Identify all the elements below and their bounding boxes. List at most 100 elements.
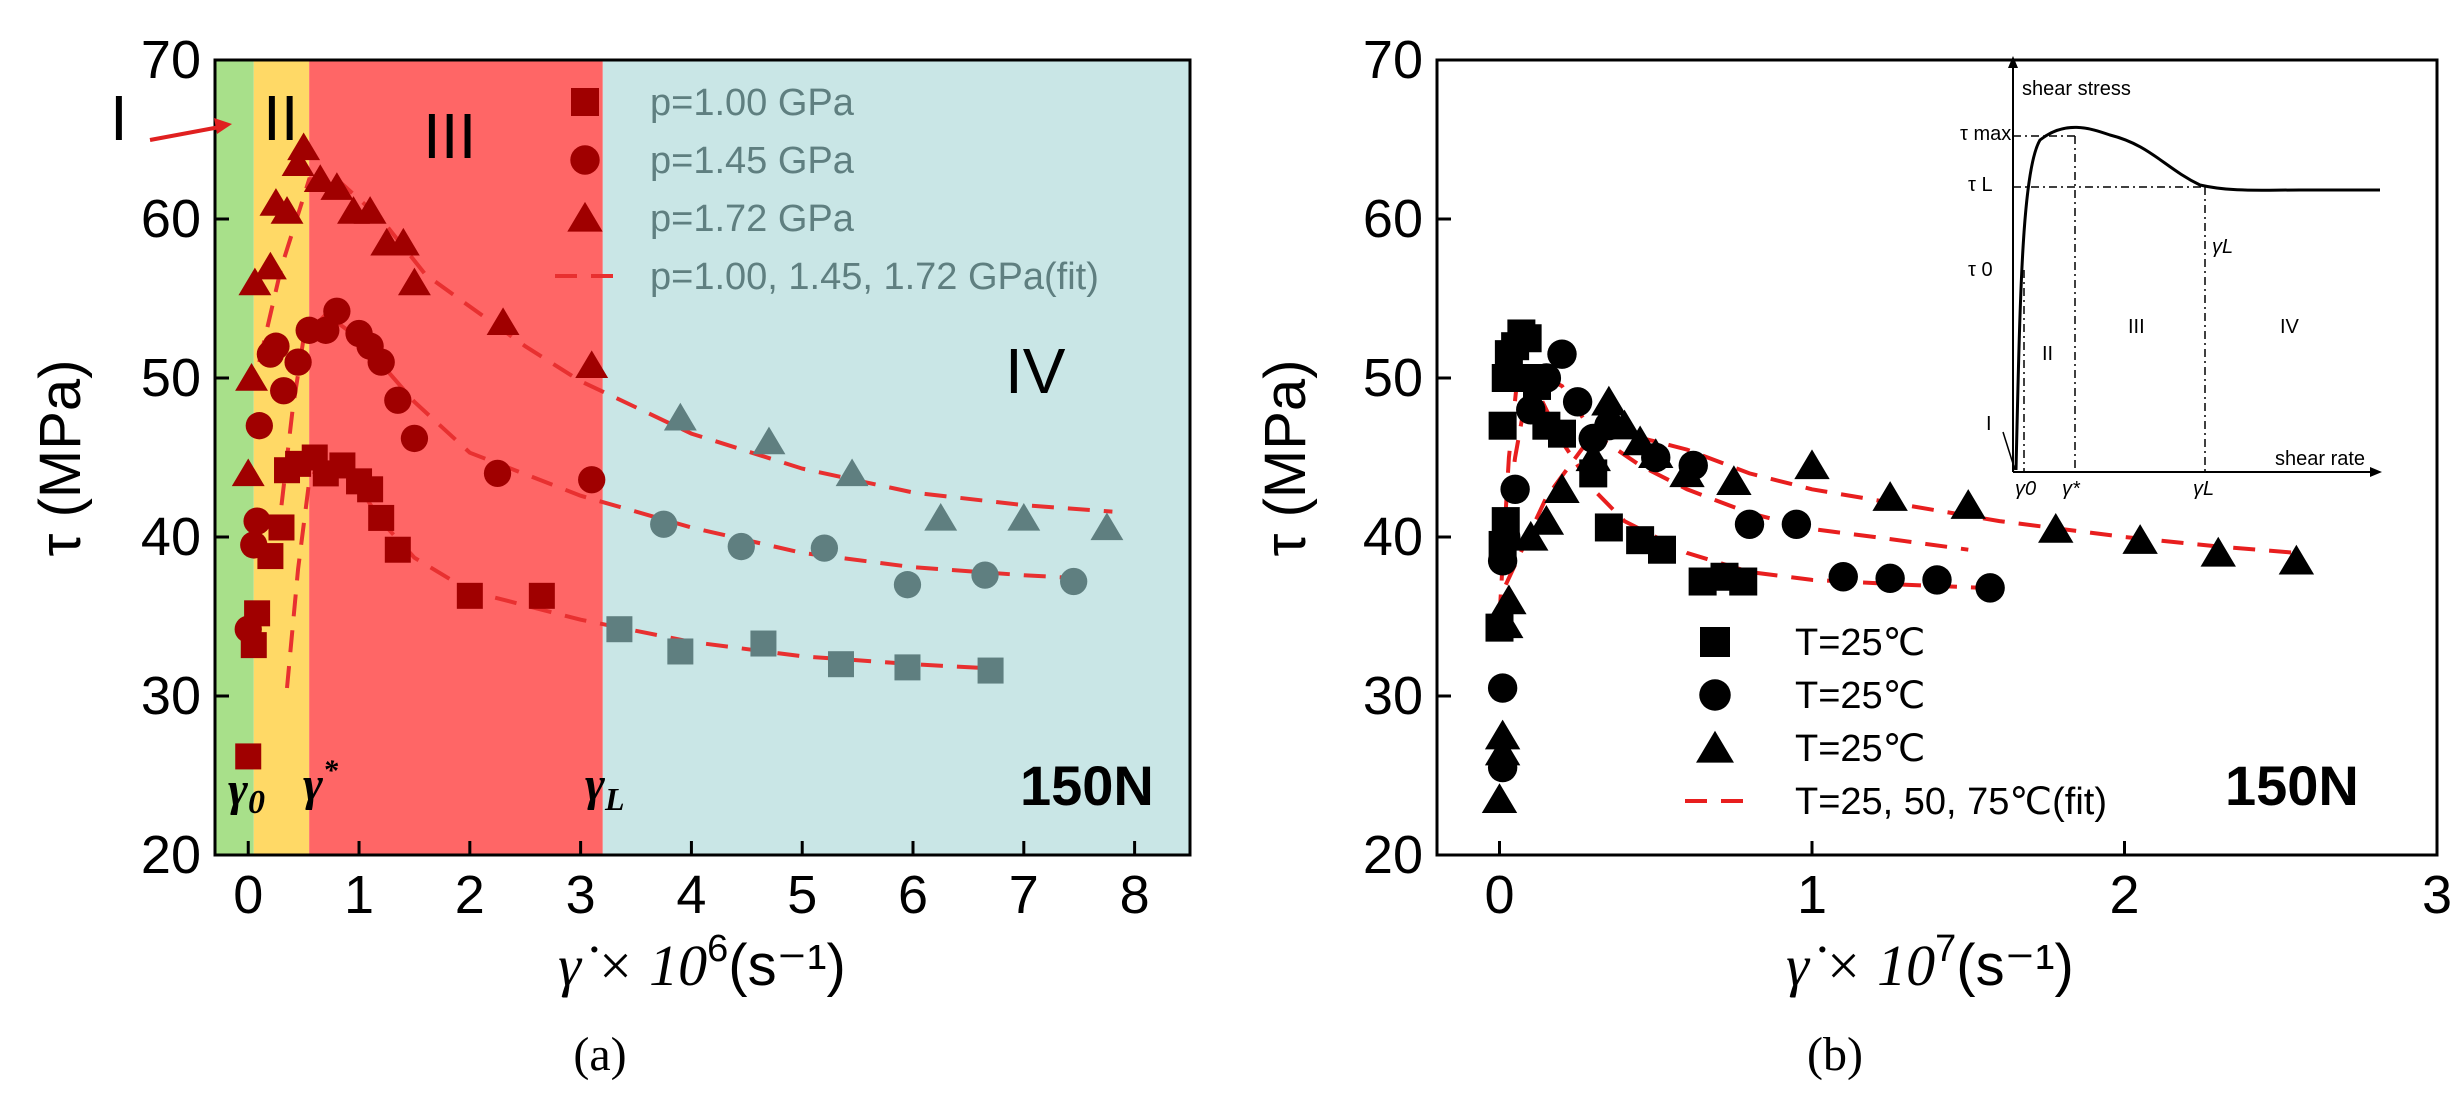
y-tick-label: 20 [1363,825,1423,885]
point-square-19 [750,630,777,657]
point-triangle-21 [924,502,958,531]
inset-tau-max-label: τ max [1960,123,2011,145]
point-circle-18 [1922,565,1952,595]
point-circle-21 [810,534,839,562]
fit-curve-2 [279,311,1080,581]
point-triangle-9 [1575,441,1611,472]
point-square-5 [268,514,295,541]
point-circle-1 [234,615,262,643]
point-triangle-2 [235,363,269,391]
plot-frame [1435,58,2439,857]
point-triangle-20 [835,458,869,487]
point-square-9 [1513,324,1542,353]
point-circle-9 [1562,387,1593,417]
point-triangle-14 [386,227,420,256]
point-square-17 [606,616,633,643]
point-square-20 [827,651,854,678]
point-square-5 [1491,364,1520,392]
y-tick-label: 50 [141,348,201,408]
point-triangle-16 [486,307,520,336]
point-circle-4 [245,412,273,440]
y-tick-label: 20 [141,825,201,885]
point-triangle-12 [1622,425,1658,456]
point-circle-6 [1516,395,1546,425]
point-triangle-9 [303,164,337,192]
y-tick-label: 70 [141,30,201,90]
point-triangle-7 [281,148,315,177]
point-triangle-19 [2038,512,2074,543]
arrow-head-icon [214,118,232,134]
x-tick-label: 5 [787,865,817,925]
point-square-13 [1548,419,1576,448]
inset-region-iv: IV [2280,316,2300,338]
y-tick-label: 50 [1363,348,1423,408]
y-tick-label: 40 [141,507,201,567]
point-circle-2 [1487,673,1518,703]
x-tick-label: 0 [233,865,263,925]
point-square-12 [357,476,384,503]
x-tick-label: 8 [1120,865,1150,925]
data-points [231,132,1124,770]
point-circle-14 [1734,509,1765,539]
point-circle-16 [1828,562,1858,592]
legend-entry-3: T=25℃ [1795,728,1925,770]
point-circle-16 [400,424,429,453]
point-triangle-17 [1872,481,1908,511]
point-triangle-3 [238,267,272,296]
inset-gamma-l-label: γL [2193,478,2214,500]
point-circle-7 [270,377,298,405]
point-circle-8 [1547,339,1577,369]
point-square-22 [977,657,1004,684]
point-triangle-3 [1484,719,1521,750]
inset-region-iii: III [2128,316,2145,338]
fit-curve-2 [1497,367,1969,570]
y-tick-label: 40 [1363,507,1423,567]
point-circle-11 [323,297,351,325]
inset-curve-label: γL [2212,236,2233,258]
point-square-21 [894,654,921,681]
point-triangle-12 [353,196,387,224]
point-triangle-20 [2122,524,2158,554]
x-tick-label: 3 [566,865,596,925]
point-triangle-13 [1638,438,1674,469]
x-tick-label: 2 [2109,865,2139,925]
legend-entry-4: p=1.00, 1.45, 1.72 GPa(fit) [650,256,1099,298]
region-label-ii: II [263,82,299,154]
point-square-20 [1729,567,1758,596]
point-triangle-6 [1513,520,1549,551]
legend-swatch-triangle [1696,730,1734,763]
point-triangle-10 [320,172,354,200]
point-circle-3 [1487,546,1518,576]
inset-diagram: shear stress shear rate τ max τ L τ 0 γ0… [1960,56,2382,500]
point-triangle-14 [1669,457,1705,488]
legend-swatch-square [571,88,599,116]
x-tick-label: 1 [344,865,374,925]
point-square-1 [235,743,262,770]
legend-swatch-triangle [567,201,603,232]
point-circle-4 [1491,522,1521,552]
panel-caption-b: (b) [1807,1028,1863,1081]
load-annotation: 150N [2225,754,2359,817]
legend-swatch-circle [1699,679,1731,711]
x-axis-label: γ̇ × 106(s⁻¹) [558,928,846,998]
point-triangle-8 [287,132,321,161]
load-annotation: 150N [1020,754,1154,817]
legend: T=25℃ T=25℃ T=25℃ T=25, 50, 75℃(fit) [1685,622,2107,823]
point-circle-17 [1875,563,1905,594]
inset-region-ii: II [2042,343,2053,365]
point-triangle-16 [1794,449,1830,480]
x-tick-label: 2 [455,865,485,925]
y-tick-label: 60 [1363,189,1423,249]
point-triangle-17 [575,350,609,378]
inset-gamma0-label: γ0 [2015,478,2036,500]
arrow-right-icon [2370,467,2382,477]
legend-entry-4: T=25, 50, 75℃(fit) [1795,781,2107,823]
point-triangle-8 [1544,473,1580,503]
legend-entry-3: p=1.72 GPa [650,198,855,240]
point-circle-2 [240,531,268,559]
point-triangle-4 [253,251,287,280]
legend-entry-1: p=1.00 GPa [650,82,855,124]
region-band-4 [602,60,1190,855]
